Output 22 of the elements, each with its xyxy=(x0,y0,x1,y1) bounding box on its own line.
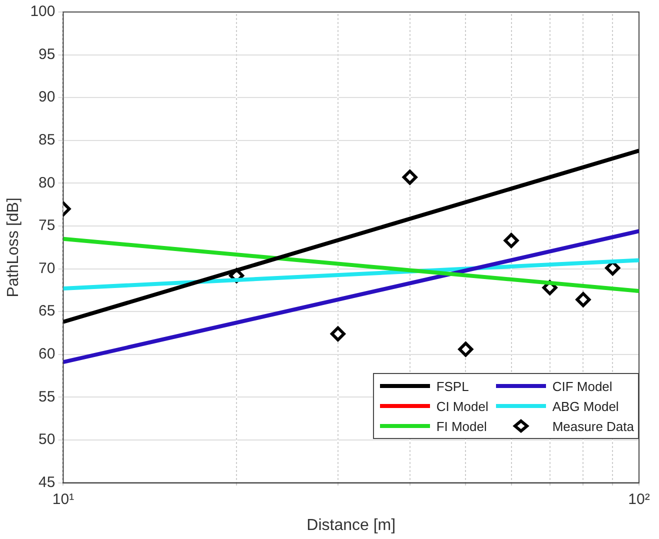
x-tick-label: 10² xyxy=(628,490,650,508)
legend-label: CIF Model xyxy=(552,378,612,394)
y-tick-label: 50 xyxy=(38,431,56,448)
y-tick-label: 70 xyxy=(38,260,56,277)
y-tick-label: 60 xyxy=(38,346,56,363)
x-axis-title: Distance [m] xyxy=(306,516,396,534)
y-tick-label: 75 xyxy=(38,217,56,234)
y-tick-label: 45 xyxy=(38,474,56,491)
legend-label: FSPL xyxy=(436,378,469,394)
legend-label: Measure Data xyxy=(552,418,634,434)
legend-label: CI Model xyxy=(436,398,488,414)
y-axis-title: PathLoss [dB] xyxy=(5,198,22,298)
y-tick-label: 65 xyxy=(38,302,56,320)
y-tick-label: 80 xyxy=(38,174,56,192)
legend-label: FI Model xyxy=(436,418,487,434)
y-tick-label: 95 xyxy=(38,46,56,63)
x-tick-label: 10¹ xyxy=(52,490,74,508)
y-tick-label: 55 xyxy=(38,388,56,406)
y-tick-label: 100 xyxy=(30,3,56,20)
y-tick-label: 90 xyxy=(38,88,56,106)
y-tick-label: 85 xyxy=(38,132,56,149)
legend-label: ABG Model xyxy=(552,398,619,414)
